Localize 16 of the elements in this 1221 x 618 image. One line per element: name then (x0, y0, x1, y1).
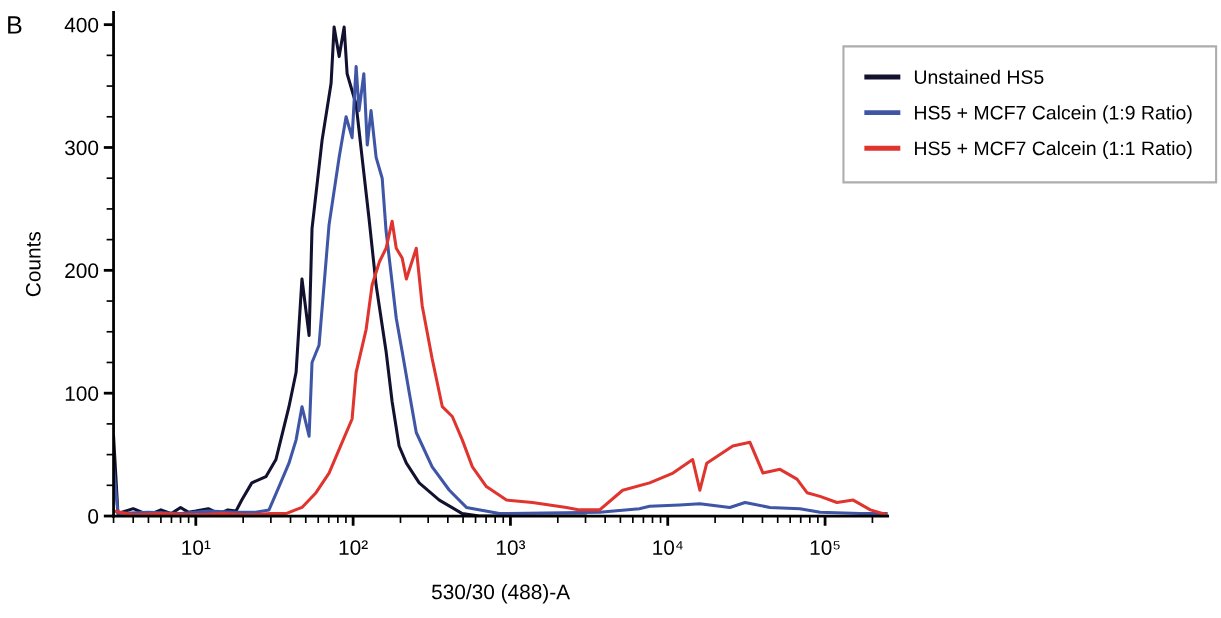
x-tick-label: 10¹ (182, 540, 211, 555)
text: B (8, 16, 22, 34)
y-tick-label: 400 (64, 17, 99, 33)
y-tick-label: 0 (88, 509, 99, 524)
y-tick-label: 300 (65, 140, 99, 156)
x-tick-label: 10⁵ (810, 540, 840, 555)
y-tick-label: 100 (65, 386, 99, 401)
x-tick-label: 10⁴ (653, 540, 683, 555)
legend-label: HS5 + MCF7 Calcein (1:9 Ratio) (915, 105, 1192, 124)
x-axis-title: 530/30 (488)-A (431, 584, 571, 604)
legend-label: Unstained HS5 (914, 69, 1044, 84)
y-axis-title: Counts (25, 231, 41, 297)
x-tick-label: 10² (339, 540, 368, 555)
x-tick-label: 10³ (496, 540, 526, 555)
legend-label: HS5 + MCF7 Calcein (1:1 Ratio) (915, 140, 1192, 160)
y-tick-label: 200 (65, 263, 99, 279)
